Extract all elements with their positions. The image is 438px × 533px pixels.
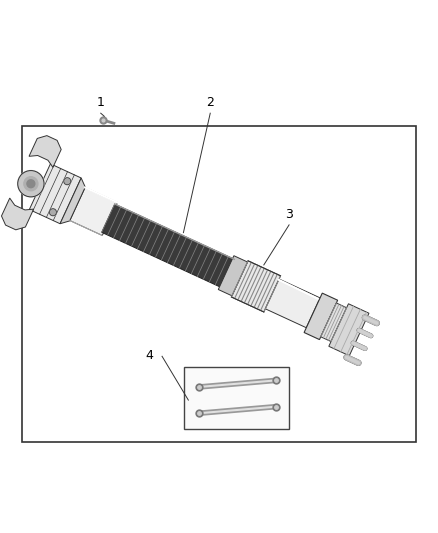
- Circle shape: [64, 177, 71, 185]
- Bar: [184, 367, 289, 429]
- Text: 4: 4: [145, 349, 153, 362]
- Circle shape: [49, 209, 57, 216]
- Text: 2: 2: [206, 96, 214, 109]
- Text: 3: 3: [285, 207, 293, 221]
- Circle shape: [24, 177, 38, 191]
- Polygon shape: [304, 293, 338, 340]
- Polygon shape: [218, 256, 247, 296]
- Polygon shape: [102, 204, 234, 287]
- Polygon shape: [60, 178, 85, 224]
- Circle shape: [18, 171, 44, 197]
- Circle shape: [27, 180, 35, 188]
- Polygon shape: [29, 135, 61, 167]
- Polygon shape: [1, 198, 34, 230]
- Polygon shape: [265, 279, 320, 328]
- Polygon shape: [70, 188, 117, 236]
- Bar: [22, 126, 416, 442]
- Polygon shape: [231, 261, 281, 312]
- Polygon shape: [29, 164, 81, 224]
- Polygon shape: [321, 303, 346, 342]
- Text: 1: 1: [97, 96, 105, 109]
- Polygon shape: [329, 304, 369, 356]
